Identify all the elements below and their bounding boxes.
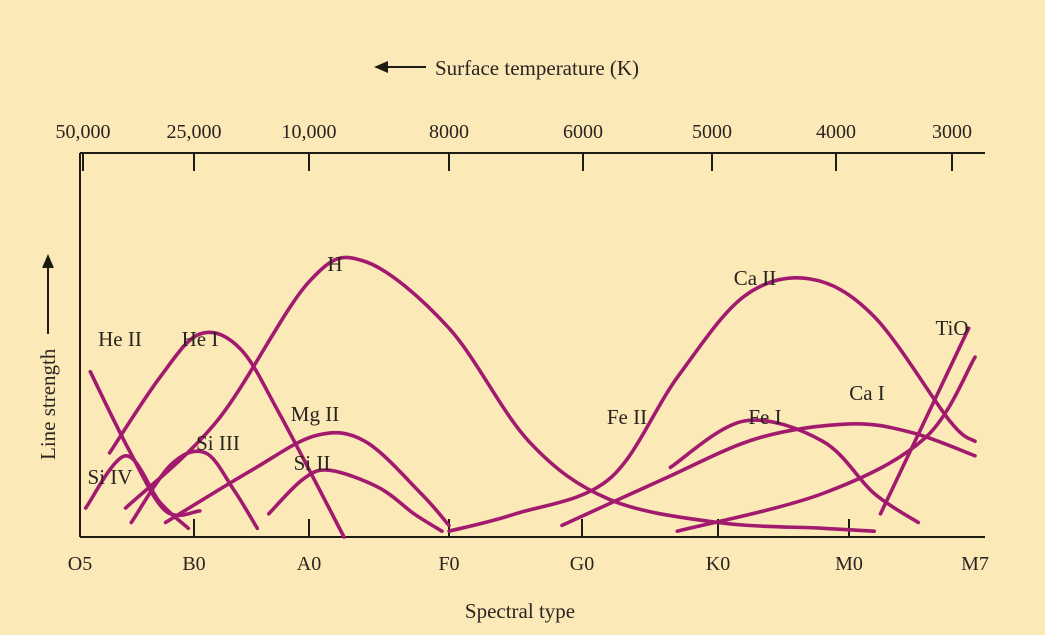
temperature-tick-label: 6000	[563, 121, 603, 143]
curve-ca-ii	[447, 276, 977, 533]
temperature-tick-label: 10,000	[282, 121, 337, 143]
top-axis-title: Surface temperature (K)	[435, 56, 639, 80]
curve-label-si-iii: Si III	[196, 431, 240, 455]
spectral-type-ticks: O5 B0 A0 F0 G0 K0 M0 M7	[68, 519, 989, 575]
curve-label-ca-ii: Ca II	[734, 266, 777, 290]
curve-tio	[878, 326, 971, 516]
up-arrow-head	[42, 254, 54, 268]
spectral-tick-label: K0	[706, 553, 730, 575]
curve-label-si-ii: Si II	[294, 451, 331, 475]
temperature-tick-label: 8000	[429, 121, 469, 143]
spectral-tick-label: O5	[68, 553, 92, 575]
curve-fe-i	[560, 421, 977, 528]
spectral-tick-label: M7	[961, 553, 989, 575]
temperature-tick-label: 25,000	[167, 121, 222, 143]
curve-label-he-ii: He II	[98, 327, 142, 351]
temperature-tick-label: 50,000	[56, 121, 111, 143]
curve-label-fe-ii: Fe II	[607, 405, 647, 429]
temperature-tick-label: 4000	[816, 121, 856, 143]
left-arrow-head	[374, 61, 388, 73]
curve-label-tio: TiO	[935, 316, 968, 340]
curve-he-i	[107, 330, 346, 539]
spectral-tick-label: G0	[570, 553, 594, 575]
spectral-tick-label: A0	[297, 553, 321, 575]
spectral-tick-label: M0	[835, 553, 863, 575]
curve-label-fe-i: Fe I	[748, 405, 781, 429]
curve-label-si-iv: Si IV	[88, 465, 133, 489]
spectral-tick-label: F0	[438, 553, 459, 575]
curve-label-he-i: He I	[182, 327, 219, 351]
top-axis-title-group: Surface temperature (K)	[374, 56, 639, 80]
curve-he-ii	[88, 369, 202, 518]
curve-si-iii	[129, 449, 260, 531]
x-axis-title: Spectral type	[465, 599, 575, 623]
curve-si-ii	[267, 468, 444, 533]
y-axis-title-group: Line strength	[36, 254, 60, 460]
curve-label-mg-ii: Mg II	[291, 402, 339, 426]
curve-ca-i	[675, 355, 977, 533]
curve-mg-ii	[163, 430, 451, 528]
temperature-ticks: 50,000 25,000 10,000 8000 6000 5000 4000 3000	[56, 121, 972, 171]
line-labels: He II He I H Si IV Si III Mg II Si II Ca II Fe I…	[88, 252, 969, 489]
plot-frame	[79, 152, 985, 538]
curve-label-ca-i: Ca I	[849, 381, 885, 405]
curve-fe-ii	[668, 418, 921, 525]
line-curves	[83, 255, 977, 539]
curve-label-h: H	[327, 252, 342, 276]
curve-h	[123, 255, 876, 533]
y-axis-title: Line strength	[36, 348, 60, 460]
temperature-tick-label: 5000	[692, 121, 732, 143]
temperature-tick-label: 3000	[932, 121, 972, 143]
spectral-tick-label: B0	[182, 553, 205, 575]
